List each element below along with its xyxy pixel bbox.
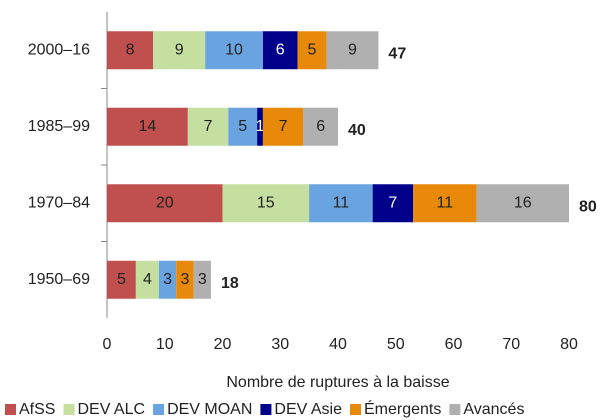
bar-segment [135,260,159,299]
value-label: 7 [204,118,213,135]
value-label: 15 [257,194,275,211]
legend-swatch [5,404,16,415]
value-label: 6 [276,41,285,58]
value-label: 4 [143,271,152,288]
x-tick-label: 70 [502,336,520,353]
value-label: 11 [437,194,454,211]
bar-segment [309,184,373,223]
bar-segment [372,184,414,223]
x-tick-label: 30 [271,336,289,353]
bar-segment [413,184,477,223]
value-label: 8 [126,41,135,58]
value-label: 1 [256,118,265,135]
bar-segment [205,31,263,70]
x-tick-label: 10 [156,336,174,353]
y-tick-label: 1950–69 [28,271,90,288]
value-label: 5 [308,41,317,58]
x-tick-label: 50 [387,336,405,353]
value-label: 3 [181,271,190,288]
legend-label: Avancés [463,401,524,418]
x-tick-label: 80 [560,336,578,353]
bar-segment [158,260,177,299]
bar-segment [262,107,304,146]
value-label: 9 [348,41,357,58]
value-label: 9 [175,41,184,58]
bar-segment [297,31,327,70]
value-label: 6 [316,118,325,135]
bar-segment [193,260,211,299]
y-tick-label: 2000–16 [28,41,90,58]
value-label: 7 [279,118,288,135]
value-label: 16 [514,194,532,211]
legend-swatch [63,404,75,415]
x-tick-label: 0 [103,336,112,353]
value-label: 3 [198,271,207,288]
y-tick-label: 1985–99 [28,118,90,135]
legend-swatch [153,404,165,415]
bar-segment [107,31,154,70]
legend-label: DEV ALC [77,401,145,418]
value-label: 11 [333,194,350,211]
x-tick-label: 60 [445,336,463,353]
legend-label: AfSS [19,401,55,418]
legend-label: DEV MOAN [167,401,252,418]
value-label: 10 [225,41,243,58]
value-label: 20 [156,194,174,211]
y-tick-label: 1970–84 [28,194,90,211]
total-label: 40 [348,122,366,139]
value-label: 7 [388,194,397,211]
bar-segment [262,31,298,70]
x-axis-label: Nombre de ruptures à la baisse [226,374,449,391]
bar-segment [228,107,258,146]
legend-swatch [449,404,461,415]
bar-segment [187,107,229,146]
bar-segment [107,184,223,223]
value-label: 14 [139,118,157,135]
x-tick-label: 20 [214,336,232,353]
bar-segment [176,260,194,299]
bar-segment [107,107,188,146]
bar-segment [257,107,263,146]
total-label: 80 [579,198,597,215]
legend-label: DEV Asie [274,401,342,418]
legend-swatch [350,404,361,415]
bar-segment [222,184,310,223]
bar-segment [153,31,206,70]
legend-label: Émergents [364,399,441,418]
bar-segment [107,260,136,299]
value-label: 5 [117,271,126,288]
bar-segment [476,184,569,223]
value-label: 5 [238,118,247,135]
total-label: 18 [221,275,239,292]
x-tick-label: 40 [329,336,347,353]
value-label: 3 [163,271,172,288]
legend-swatch [260,404,272,415]
total-label: 47 [388,45,406,62]
bar-segment [303,107,338,146]
bar-segment [326,31,379,70]
